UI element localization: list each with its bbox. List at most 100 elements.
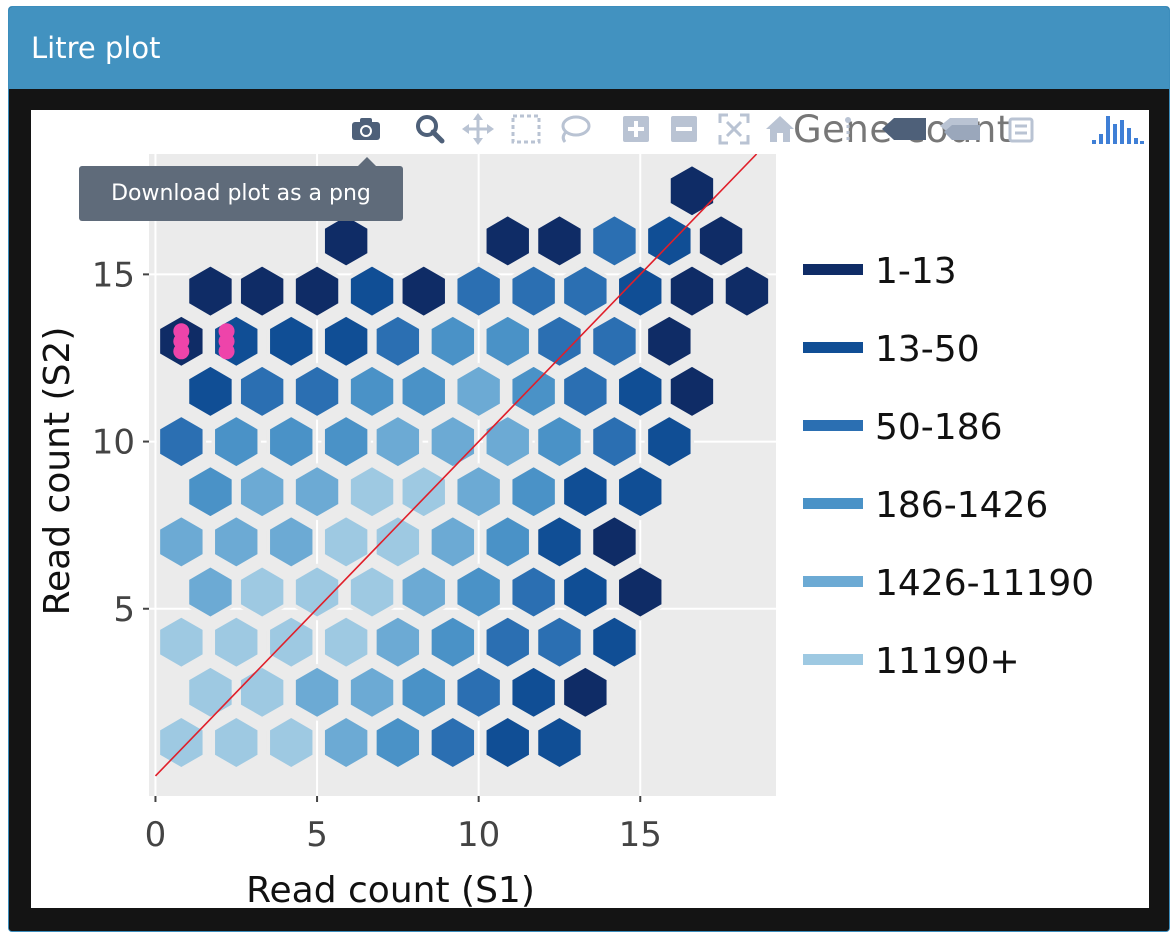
- hex-bin[interactable]: [428, 613, 478, 671]
- hex-bin[interactable]: [483, 212, 533, 270]
- hex-bin[interactable]: [615, 463, 665, 521]
- hex-bin[interactable]: [483, 513, 533, 571]
- zoom-icon[interactable]: [413, 112, 447, 146]
- hex-bin[interactable]: [321, 713, 371, 772]
- hex-bin[interactable]: [589, 212, 640, 270]
- hex-bin[interactable]: [266, 713, 316, 772]
- hex-bin[interactable]: [237, 362, 287, 420]
- hex-bin[interactable]: [589, 312, 640, 370]
- legend-item[interactable]: 13-50: [803, 329, 980, 370]
- hex-bin[interactable]: [237, 663, 287, 721]
- hex-bin[interactable]: [508, 663, 559, 721]
- hex-bin[interactable]: [156, 613, 207, 671]
- legend-item[interactable]: 186-1426: [803, 485, 1048, 526]
- hex-bin[interactable]: [185, 663, 236, 721]
- hex-bin[interactable]: [534, 312, 585, 370]
- hex-bin[interactable]: [615, 262, 665, 320]
- hex-bin[interactable]: [156, 713, 207, 772]
- zoom-out-icon[interactable]: [667, 112, 701, 146]
- hex-bin[interactable]: [696, 212, 746, 270]
- hex-bin[interactable]: [483, 312, 533, 370]
- hex-bin[interactable]: [534, 713, 585, 772]
- hex-bin[interactable]: [266, 413, 316, 471]
- hex-bin[interactable]: [453, 663, 504, 721]
- legend-item[interactable]: 1-13: [803, 251, 957, 292]
- hex-bin[interactable]: [453, 262, 504, 320]
- hex-bin[interactable]: [321, 212, 371, 270]
- lasso-icon[interactable]: [557, 112, 591, 146]
- hex-bin[interactable]: [483, 713, 533, 772]
- hex-bin[interactable]: [399, 663, 449, 721]
- hex-bin[interactable]: [185, 563, 236, 621]
- hex-bin[interactable]: [321, 413, 371, 471]
- hex-bin[interactable]: [347, 362, 397, 420]
- highlight-point[interactable]: [218, 343, 235, 360]
- highlight-point[interactable]: [173, 343, 190, 360]
- hex-bin[interactable]: [156, 513, 207, 571]
- hex-bin[interactable]: [644, 413, 695, 471]
- hex-bin[interactable]: [428, 312, 478, 370]
- hex-bin[interactable]: [237, 262, 287, 320]
- hex-bin[interactable]: [534, 513, 585, 571]
- hex-bin[interactable]: [644, 312, 695, 370]
- hex-bin[interactable]: [560, 563, 611, 621]
- spike-lines-icon[interactable]: [831, 112, 865, 146]
- hex-bin[interactable]: [508, 262, 559, 320]
- hex-bin[interactable]: [399, 563, 449, 621]
- hex-bin[interactable]: [211, 513, 261, 571]
- hex-bin[interactable]: [266, 613, 316, 671]
- hex-bin[interactable]: [560, 362, 611, 420]
- box-select-icon[interactable]: [509, 112, 543, 146]
- hex-bin[interactable]: [483, 613, 533, 671]
- hex-bin[interactable]: [237, 463, 287, 521]
- reset-axes-icon[interactable]: [763, 112, 797, 146]
- hex-bin[interactable]: [321, 613, 371, 671]
- hex-bin[interactable]: [615, 362, 665, 420]
- hex-bin[interactable]: [483, 413, 533, 471]
- hex-bin[interactable]: [722, 262, 772, 320]
- hover-compare-icon[interactable]: [937, 112, 983, 146]
- hex-bin[interactable]: [156, 413, 207, 471]
- hex-bin[interactable]: [237, 563, 287, 621]
- hex-bin[interactable]: [347, 663, 397, 721]
- hex-bin[interactable]: [321, 312, 371, 370]
- hex-bin[interactable]: [508, 563, 559, 621]
- zoom-in-icon[interactable]: [619, 112, 653, 146]
- hex-bin[interactable]: [292, 663, 342, 721]
- hex-bin[interactable]: [589, 513, 640, 571]
- hex-bin[interactable]: [373, 513, 423, 571]
- hex-bin[interactable]: [428, 413, 478, 471]
- hex-bin[interactable]: [667, 362, 717, 420]
- hex-bin[interactable]: [292, 463, 342, 521]
- hex-bin[interactable]: [399, 463, 449, 521]
- hover-closest-icon[interactable]: [879, 112, 929, 146]
- hex-bin[interactable]: [644, 212, 695, 270]
- hex-bin[interactable]: [453, 362, 504, 420]
- camera-icon[interactable]: [349, 112, 383, 146]
- hex-bin[interactable]: [292, 362, 342, 420]
- legend-item[interactable]: 1426-11190: [803, 563, 1094, 604]
- hex-bin[interactable]: [534, 413, 585, 471]
- legend-item[interactable]: 11190+: [803, 641, 1020, 682]
- hex-bin[interactable]: [211, 713, 261, 772]
- hex-bin[interactable]: [347, 463, 397, 521]
- hex-bin[interactable]: [667, 262, 717, 320]
- legend-item[interactable]: 50-186: [803, 407, 1003, 448]
- hex-bin[interactable]: [508, 463, 559, 521]
- hex-bin[interactable]: [373, 713, 423, 772]
- hex-bin[interactable]: [292, 563, 342, 621]
- hex-bin[interactable]: [453, 563, 504, 621]
- hex-bin[interactable]: [347, 262, 397, 320]
- hex-bin[interactable]: [589, 613, 640, 671]
- hex-bin[interactable]: [453, 463, 504, 521]
- hex-bin[interactable]: [589, 413, 640, 471]
- hex-bin[interactable]: [292, 262, 342, 320]
- hex-bin[interactable]: [428, 513, 478, 571]
- hex-bin[interactable]: [266, 312, 316, 370]
- hex-bin[interactable]: [211, 613, 261, 671]
- hex-bin[interactable]: [266, 513, 316, 571]
- hex-bin[interactable]: [373, 613, 423, 671]
- hex-bin[interactable]: [508, 362, 559, 420]
- hexbin-chart[interactable]: 0 5 10 15 5 10 15 Read count (S1) Read count (S2…: [31, 110, 1149, 908]
- hex-bin[interactable]: [428, 713, 478, 772]
